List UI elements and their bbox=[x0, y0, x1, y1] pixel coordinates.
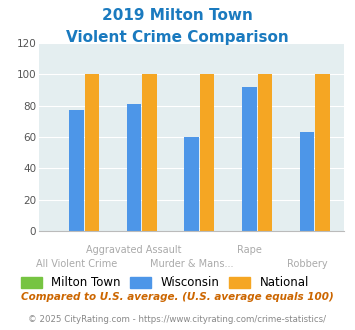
Text: Rape: Rape bbox=[237, 245, 262, 255]
Bar bbox=[200, 74, 214, 231]
Text: Murder & Mans...: Murder & Mans... bbox=[150, 259, 234, 269]
Text: Aggravated Assault: Aggravated Assault bbox=[86, 245, 182, 255]
Bar bbox=[300, 132, 314, 231]
Bar bbox=[315, 74, 330, 231]
Text: Robbery: Robbery bbox=[286, 259, 327, 269]
Text: Compared to U.S. average. (U.S. average equals 100): Compared to U.S. average. (U.S. average … bbox=[21, 292, 334, 302]
Bar bbox=[142, 74, 157, 231]
Bar bbox=[127, 104, 141, 231]
Text: © 2025 CityRating.com - https://www.cityrating.com/crime-statistics/: © 2025 CityRating.com - https://www.city… bbox=[28, 315, 327, 324]
Bar bbox=[258, 74, 272, 231]
Text: 2019 Milton Town: 2019 Milton Town bbox=[102, 8, 253, 23]
Bar bbox=[85, 74, 99, 231]
Bar bbox=[185, 137, 199, 231]
Text: Violent Crime Comparison: Violent Crime Comparison bbox=[66, 30, 289, 45]
Bar bbox=[69, 110, 84, 231]
Bar bbox=[242, 87, 257, 231]
Legend: Milton Town, Wisconsin, National: Milton Town, Wisconsin, National bbox=[21, 277, 309, 289]
Text: All Violent Crime: All Violent Crime bbox=[36, 259, 117, 269]
